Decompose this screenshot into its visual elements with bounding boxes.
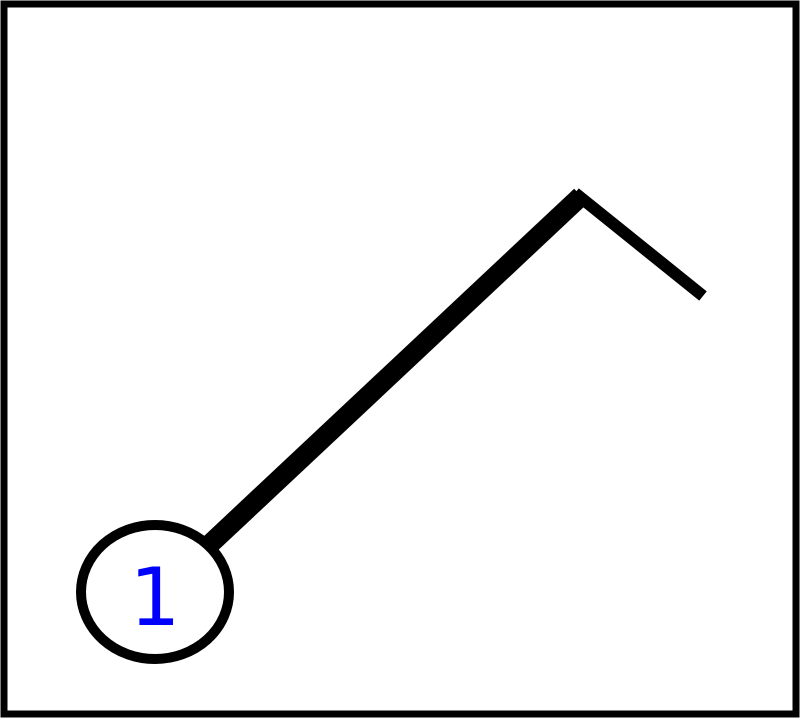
thin-line-segment bbox=[571, 188, 707, 301]
node-circle bbox=[76, 520, 234, 664]
node-label: 1 bbox=[130, 551, 181, 644]
thick-line-segment bbox=[201, 188, 588, 554]
